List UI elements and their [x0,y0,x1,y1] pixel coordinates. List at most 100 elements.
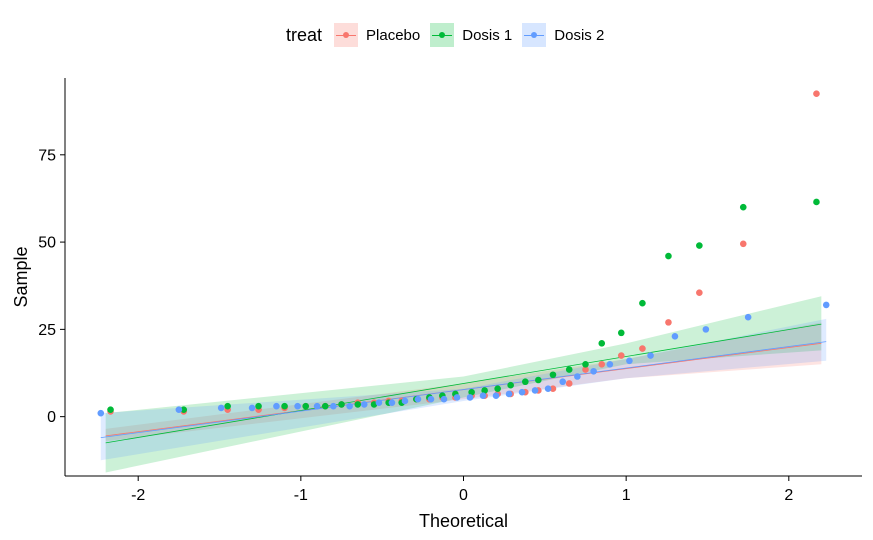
data-point-dosis-2 [544,385,552,393]
data-point-dosis-2 [427,395,435,403]
data-point-placebo [617,352,625,359]
data-point-placebo [582,366,589,373]
data-point-dosis-1 [255,402,262,410]
y-tick-label: 25 [38,322,56,339]
data-point-dosis-2 [590,367,597,375]
data-point-dosis-1 [494,385,501,393]
data-point-dosis-2 [626,357,633,365]
reference-line-dosis-1 [105,323,822,444]
data-point-dosis-2 [414,395,422,403]
data-point-placebo [565,380,573,387]
data-point-dosis-2 [273,402,280,410]
data-point-dosis-2 [466,394,474,401]
data-point-dosis-2 [440,395,448,403]
data-point-dosis-1 [224,402,231,410]
y-tick-label: 75 [38,147,56,164]
y-ticks: 0 25 50 75 [38,147,65,426]
data-point-placebo [549,385,557,393]
data-point-dosis-1 [582,360,589,368]
x-axis-label: Theoretical [419,511,508,531]
reference-line-layer [100,323,827,444]
data-point-dosis-2 [175,406,183,413]
legend-label-placebo: Placebo [366,26,421,44]
legend-title: treat [286,24,323,45]
data-point-dosis-1 [481,387,488,394]
data-point-dosis-1 [813,198,820,206]
point-layer [97,90,830,417]
data-point-dosis-2 [401,397,409,405]
data-point-dosis-1 [468,388,475,396]
y-tick-label: 50 [38,235,56,252]
data-point-dosis-2 [518,388,526,396]
data-point-dosis-1 [338,401,345,408]
data-point-dosis-2 [360,401,368,408]
data-point-dosis-1 [281,402,288,410]
legend-item-placebo: Placebo [334,23,420,47]
data-point-dosis-1 [321,402,329,410]
data-point-dosis-2 [744,313,752,321]
data-point-dosis-1 [598,340,606,347]
data-point-placebo [739,240,747,248]
x-tick-label: -2 [131,487,145,504]
confidence-band-placebo [105,322,822,442]
x-tick-label: 1 [622,487,631,504]
data-point-dosis-2 [505,390,513,398]
data-point-dosis-1 [549,371,557,379]
data-point-placebo [598,360,606,368]
x-ticks: -2 -1 0 1 2 [131,476,793,504]
legend-key-dosis-1 [430,23,455,47]
data-point-dosis-2 [248,404,256,412]
data-point-dosis-1 [507,381,514,389]
confidence-band-dosis-1 [105,296,822,473]
data-point-dosis-2 [375,399,383,406]
data-point-dosis-1 [696,242,703,249]
data-point-dosis-2 [388,399,396,406]
data-point-dosis-2 [346,402,353,410]
data-point-dosis-1 [354,401,362,408]
data-point-dosis-1 [639,299,646,307]
legend: treat Placebo Dosis 1 Dosis 2 [286,20,614,50]
data-point-dosis-1 [107,406,114,413]
data-point-dosis-1 [739,203,747,211]
data-point-dosis-2 [606,360,614,368]
data-point-dosis-1 [522,378,529,386]
reference-line-dosis-2 [100,341,827,438]
data-point-dosis-1 [565,366,573,373]
data-point-placebo [696,289,703,297]
data-point-dosis-2 [531,387,539,394]
data-point-dosis-2 [822,301,830,309]
legend-key-placebo [334,23,359,47]
data-point-dosis-1 [617,329,625,337]
y-axis-label: Sample [11,246,31,307]
data-point-dosis-2 [453,394,461,401]
y-tick-label: 0 [47,409,56,426]
data-point-dosis-2 [559,378,567,386]
data-point-dosis-1 [535,376,542,384]
legend-label-dosis-1: Dosis 1 [462,26,513,44]
data-point-placebo [665,319,672,326]
data-point-dosis-2 [671,333,679,340]
data-point-placebo [639,345,646,352]
x-tick-label: 0 [459,487,468,504]
data-point-dosis-1 [665,252,672,260]
data-point-dosis-2 [97,409,105,417]
data-point-dosis-1 [302,402,310,410]
data-point-dosis-2 [217,404,225,412]
x-tick-label: -1 [294,487,308,504]
data-point-dosis-2 [702,326,710,333]
data-point-dosis-2 [492,392,500,400]
data-point-dosis-2 [294,402,301,410]
x-tick-label: 2 [784,487,793,504]
data-point-dosis-2 [647,352,654,359]
legend-item-dosis-1: Dosis 1 [430,23,512,47]
data-point-dosis-2 [330,402,337,410]
data-point-dosis-2 [479,392,487,400]
data-point-dosis-2 [313,402,321,410]
legend-key-dosis-2 [522,23,547,47]
data-point-placebo [813,90,820,98]
ribbon-layer [100,296,827,473]
data-point-dosis-2 [574,373,581,380]
legend-item-dosis-2: Dosis 2 [522,23,604,47]
legend-label-dosis-2: Dosis 2 [554,26,605,44]
